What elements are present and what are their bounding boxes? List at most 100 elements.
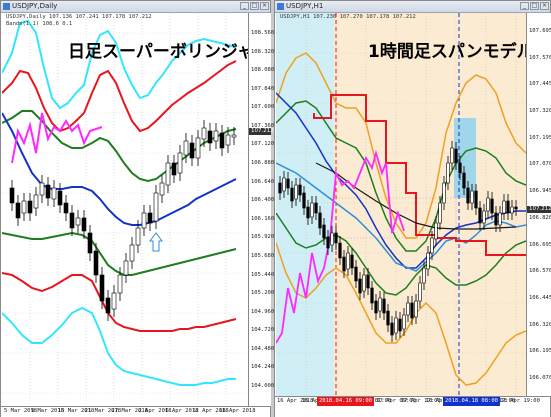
candle-body (346, 252, 350, 270)
price-label: 104.720 (251, 327, 275, 334)
maximize-button[interactable]: □ (250, 2, 259, 10)
price-label: 106.945 (529, 188, 551, 195)
candle-body (314, 202, 318, 214)
candle-body (402, 314, 406, 330)
lower-2sigma-band (2, 272, 237, 332)
price-label: 105.200 (251, 290, 275, 297)
daily-time-axis[interactable]: 5 Mar 2018 9 Mar 2018 15 Mar 2018 21 Mar 20… (1, 406, 270, 417)
blue-time-tag: 2018.04.18 08:00 (443, 397, 500, 406)
lower-3sigma-band (2, 306, 236, 386)
candle-body (93, 250, 99, 276)
candle-body (201, 127, 207, 140)
minimize-button[interactable]: _ (520, 2, 529, 10)
h1-price-axis[interactable]: 107.695 107.570 107.445 107.320 107.195 107.0… (526, 13, 551, 396)
candle-body (318, 212, 322, 229)
candle-body (462, 172, 466, 189)
candle-body (354, 266, 358, 282)
minimize-button[interactable]: _ (240, 2, 249, 10)
candle-body (366, 274, 370, 289)
close-button[interactable]: × (540, 2, 549, 10)
candle-body (213, 130, 219, 142)
candle-body (502, 200, 506, 214)
price-label: 106.820 (529, 214, 551, 221)
candle-body (63, 202, 69, 214)
candle-body (302, 192, 306, 209)
h1-upper-green-band (276, 100, 526, 252)
candle-body (298, 184, 302, 196)
candle-body (87, 232, 93, 254)
time-label: 21 Mar 2018 (84, 408, 122, 414)
daily-chart-area[interactable]: 日足スーパーボリンジャー USDJPY,Daily 107.136 107.24… (2, 13, 248, 406)
h1-candlesticks (278, 141, 518, 342)
candle-body (338, 242, 342, 259)
candle-body (514, 206, 518, 210)
candle-body (438, 202, 442, 224)
time-label: 2 Apr 2018 (138, 408, 172, 414)
daily-overlay-title: 日足スーパーボリンジャー (68, 42, 248, 62)
candle-body (45, 184, 51, 199)
candle-body (159, 182, 165, 196)
candle-body (374, 300, 378, 314)
candle-body (177, 152, 183, 174)
h1-chart-window[interactable]: USDJPY,H1 _ □ × (274, 0, 551, 417)
time-label: 27 Mar 2018 (111, 408, 148, 414)
price-label: 107.195 (529, 134, 551, 141)
candle-body (165, 162, 171, 186)
close-button[interactable]: × (260, 2, 269, 10)
price-label: 106.880 (251, 160, 275, 167)
candle-body (434, 222, 438, 240)
candle-body (105, 297, 111, 314)
candle-body (378, 297, 382, 312)
price-label: 106.195 (529, 348, 551, 355)
price-label: 108.320 (251, 48, 275, 55)
candle-body (21, 200, 27, 214)
candle-body (51, 187, 57, 200)
title-bar[interactable]: USDJPY,Daily _ □ × (1, 1, 270, 13)
candle-body (306, 206, 310, 219)
price-label: 104.480 (251, 345, 275, 352)
candle-body (430, 237, 434, 254)
candle-body (382, 298, 386, 314)
price-label: 105.440 (251, 271, 275, 278)
candle-body (33, 194, 39, 209)
candle-body (398, 318, 402, 332)
chart-window-icon (3, 3, 10, 10)
candle-body (394, 317, 398, 334)
candle-body (219, 132, 225, 149)
price-label: 107.840 (251, 85, 275, 92)
candle-body (171, 162, 177, 176)
candle-body (207, 130, 213, 144)
window-title: USDJPY,H1 (286, 2, 324, 10)
price-label: 106.320 (529, 321, 551, 328)
candle-body (27, 200, 33, 214)
price-label: 104.960 (251, 308, 275, 315)
maximize-button[interactable]: □ (530, 2, 539, 10)
time-label: 16 Apr 2018 (277, 398, 314, 404)
price-label: 106.160 (251, 215, 275, 222)
candle-body (358, 278, 362, 294)
time-label: 15 Mar 2018 (57, 408, 95, 414)
candle-body (9, 187, 15, 204)
candle-body (342, 256, 346, 272)
candle-body (350, 254, 354, 269)
candle-body (426, 252, 430, 270)
candle-body (410, 302, 414, 319)
price-label: 105.680 (251, 252, 275, 259)
candle-body (490, 198, 494, 214)
upper-3sigma-band (2, 19, 237, 110)
candle-body (482, 210, 486, 224)
candle-body (498, 212, 502, 226)
candle-body (474, 190, 478, 209)
upper-2sigma-band (2, 60, 237, 133)
price-label: 107.570 (529, 54, 551, 61)
daily-chart-window[interactable]: USDJPY,Daily _ □ × (0, 0, 275, 417)
daily-price-axis[interactable]: 108.560 108.320 108.080 107.840 107.600 107.3… (248, 13, 275, 406)
h1-chart-area[interactable]: 1時間足スパンモデル USDJPY,H1 107.236 107.270 107… (276, 13, 526, 396)
lower-1sigma-band (2, 231, 237, 276)
title-bar[interactable]: USDJPY,H1 _ □ × (275, 1, 550, 13)
candle-body (510, 206, 514, 214)
candle-body (231, 134, 237, 138)
h1-overlay-title: 1時間足スパンモデル (368, 42, 526, 62)
time-label: 6 Apr 2018 (165, 408, 199, 414)
